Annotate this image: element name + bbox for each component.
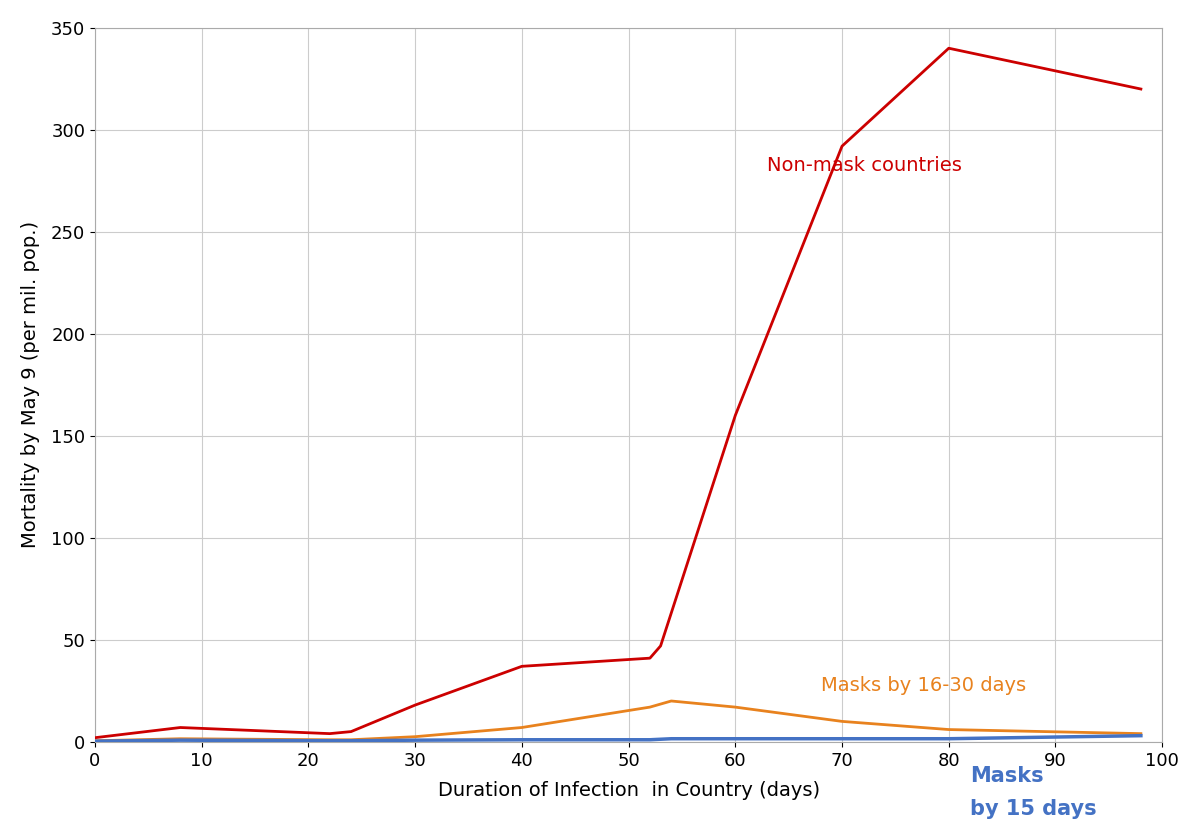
Y-axis label: Mortality by May 9 (per mil. pop.): Mortality by May 9 (per mil. pop.) xyxy=(20,221,40,549)
Text: Non-mask countries: Non-mask countries xyxy=(767,156,962,174)
X-axis label: Duration of Infection  in Country (days): Duration of Infection in Country (days) xyxy=(438,781,820,800)
Text: Masks by 16-30 days: Masks by 16-30 days xyxy=(821,676,1026,695)
Text: Masks: Masks xyxy=(970,766,1044,786)
Text: by 15 days: by 15 days xyxy=(970,799,1097,819)
